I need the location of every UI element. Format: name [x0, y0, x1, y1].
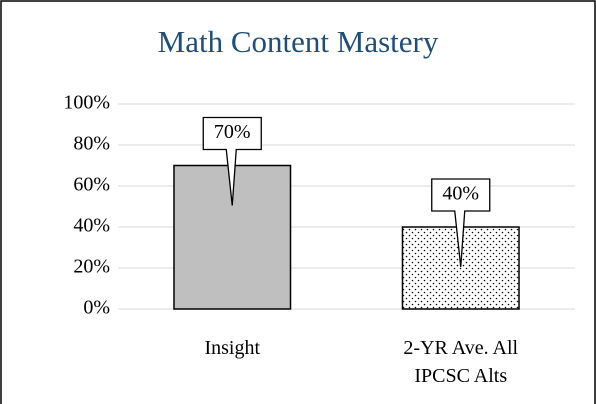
- callout: [431, 178, 491, 268]
- y-tick-label: 0%: [83, 297, 110, 319]
- y-tick-label: 60%: [73, 174, 110, 196]
- data-label: 40%: [442, 183, 479, 205]
- y-tick-label: 40%: [73, 215, 110, 237]
- callout: [202, 116, 262, 206]
- x-tick-label: 2-YR Ave. All IPCSC Alts: [403, 337, 519, 387]
- chart-title: Math Content Mastery: [158, 24, 439, 59]
- y-tick-label: 20%: [73, 256, 110, 278]
- x-tick-label: Insight: [204, 337, 261, 359]
- y-tick-label: 100%: [63, 92, 110, 114]
- data-label: 70%: [214, 121, 251, 143]
- y-tick-label: 80%: [73, 133, 110, 155]
